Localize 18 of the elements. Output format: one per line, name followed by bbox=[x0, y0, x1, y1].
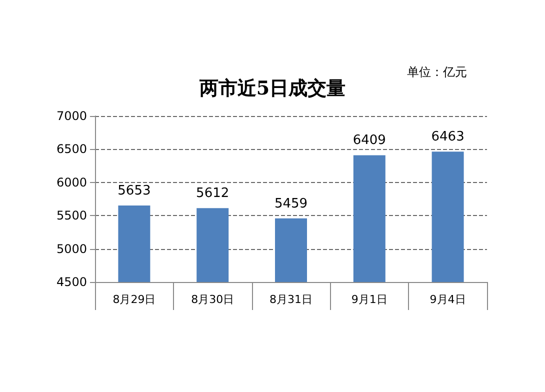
chart-title: 两市近5日成交量 bbox=[198, 78, 346, 100]
x-tick-label: 8月29日 bbox=[112, 293, 156, 306]
data-label: 5653 bbox=[118, 183, 151, 198]
data-label: 6409 bbox=[352, 133, 386, 148]
y-tick-label: 5000 bbox=[56, 242, 87, 256]
y-tick-label: 7000 bbox=[56, 109, 87, 123]
x-tick-label: 8月30日 bbox=[191, 293, 234, 306]
data-label: 6463 bbox=[431, 130, 464, 145]
y-tick-label: 6500 bbox=[56, 142, 87, 156]
y-tick-label: 4500 bbox=[56, 275, 87, 289]
x-tick-label: 9月4日 bbox=[430, 293, 466, 306]
x-tick-label: 9月1日 bbox=[351, 293, 388, 306]
y-tick-label: 5500 bbox=[56, 208, 87, 223]
text: 单位：亿元 bbox=[407, 65, 467, 79]
data-label: 5612 bbox=[196, 186, 230, 202]
x-tick-label: 8月31日 bbox=[270, 293, 312, 306]
data-label: 5459 bbox=[274, 196, 308, 212]
y-tick-label: 6000 bbox=[56, 175, 87, 190]
